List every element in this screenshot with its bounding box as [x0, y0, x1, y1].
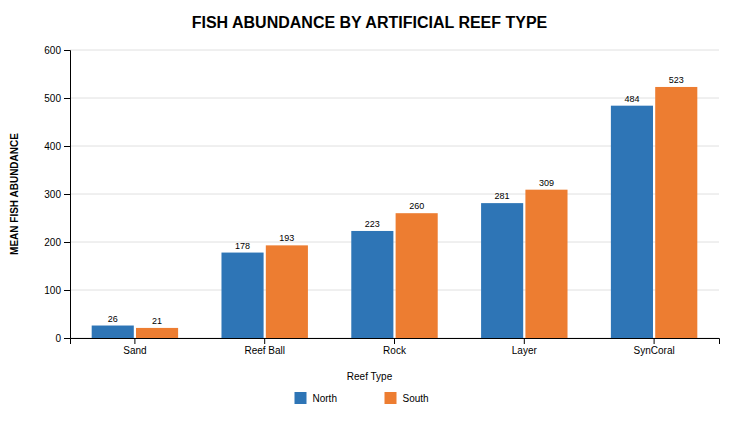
legend-swatch: [295, 392, 307, 404]
data-label: 21: [152, 316, 162, 326]
data-labels: 26 178 223 281 484 21 193 260 309 523: [108, 75, 684, 326]
grid: [70, 50, 719, 338]
y-tick-mark: [64, 50, 70, 51]
x-tick: Layer: [512, 338, 538, 356]
y-tick: 200: [44, 237, 70, 248]
y-tick-mark: [64, 338, 70, 339]
y-tick-mark: [64, 242, 70, 243]
legend-title: Reef Type: [347, 371, 393, 382]
legend-item: North: [295, 392, 337, 404]
x-tick: SynCoral: [634, 338, 675, 356]
x-tick: Sand: [123, 338, 146, 356]
bar: [655, 87, 697, 338]
plot: 0 100 200 300 400 500 600 Sand Reef Ball Rock Laye…: [44, 45, 719, 356]
y-tick-mark: [64, 290, 70, 291]
x-tick-mark: [134, 338, 135, 344]
x-tick-mark: [394, 338, 395, 344]
y-tick-label: 500: [44, 93, 61, 104]
bar: [351, 231, 393, 338]
y-tick: 600: [44, 45, 70, 56]
data-label: 281: [495, 191, 510, 201]
y-tick: 400: [44, 141, 70, 152]
bar-series: [92, 106, 653, 338]
x-tick-label: Rock: [383, 345, 407, 356]
data-label: 223: [365, 219, 380, 229]
bar: [136, 328, 178, 338]
bar: [92, 326, 134, 338]
y-tick: 500: [44, 93, 70, 104]
x-tick-label: SynCoral: [634, 345, 675, 356]
y-axis-title: MEAN FISH ABUNDANCE: [9, 133, 20, 255]
y-tick-label: 300: [44, 189, 61, 200]
y-tick: 100: [44, 285, 70, 296]
y-tick: 0: [55, 333, 70, 344]
legend-item: South: [385, 392, 429, 404]
y-tick-label: 400: [44, 141, 61, 152]
x-tick: Reef Ball: [244, 338, 285, 356]
y-tick-label: 600: [44, 45, 61, 56]
y-axis: 0 100 200 300 400 500 600: [44, 45, 70, 344]
data-label: 178: [235, 241, 250, 251]
bar: [481, 203, 523, 338]
x-tick-mark: [654, 338, 655, 344]
x-tick-mark: [264, 338, 265, 344]
data-label: 193: [279, 233, 294, 243]
data-label: 523: [669, 75, 684, 85]
x-axis: Sand Reef Ball Rock Layer SynCoral: [71, 338, 720, 356]
x-tick-label: Layer: [512, 345, 538, 356]
title: FISH ABUNDANCE BY ARTIFICIAL REEF TYPE: [192, 14, 548, 31]
x-tick-label: Reef Ball: [244, 345, 285, 356]
y-tick-mark: [64, 98, 70, 99]
legend: Reef Type North South: [295, 371, 429, 404]
grid-line: [70, 98, 719, 99]
bars: [92, 87, 698, 338]
grid-line: [70, 50, 719, 51]
y-axis-line: [64, 51, 71, 339]
x-tick-mark: [524, 338, 525, 344]
y-tick-label: 0: [55, 333, 61, 344]
x-tick-label: Sand: [123, 345, 146, 356]
bar: [221, 253, 263, 338]
y-tick-label: 200: [44, 237, 61, 248]
x-tick: Rock: [383, 338, 407, 356]
chart: FISH ABUNDANCE BY ARTIFICIAL REEF TYPE 0 1…: [0, 0, 739, 438]
legend-swatch: [385, 392, 397, 404]
data-label: 309: [539, 178, 554, 188]
bar: [525, 190, 567, 338]
bar: [266, 245, 308, 338]
bar-series: [136, 87, 697, 338]
data-label: 484: [624, 94, 639, 104]
y-tick-label: 100: [44, 285, 61, 296]
bar: [611, 106, 653, 338]
legend-label: North: [313, 393, 337, 404]
x-axis-line: [71, 339, 720, 345]
legend-label: South: [403, 393, 429, 404]
data-label: 26: [108, 314, 118, 324]
y-tick: 300: [44, 189, 70, 200]
y-tick-mark: [64, 194, 70, 195]
data-label: 260: [409, 201, 424, 211]
y-tick-mark: [64, 146, 70, 147]
bar: [396, 213, 438, 338]
